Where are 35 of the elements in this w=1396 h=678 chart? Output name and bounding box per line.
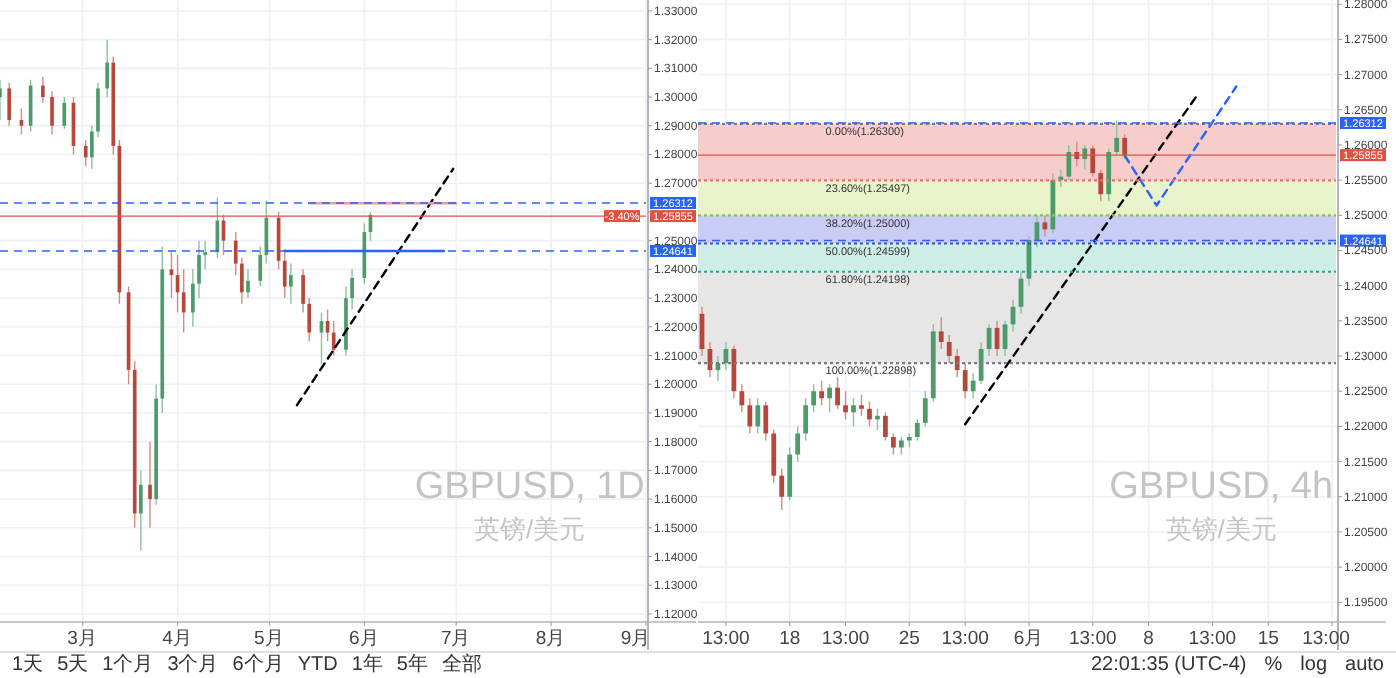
text: 英镑/美元	[1165, 513, 1277, 544]
x-tick-label: 6月	[349, 628, 380, 650]
x-tick-label: 13:00	[941, 628, 989, 650]
x-tick-label: 4月	[162, 628, 193, 650]
text: 全部	[441, 652, 482, 676]
text: YTD	[297, 654, 338, 676]
x-tick-label: 13:00	[702, 628, 750, 650]
x-tick-label: 9月	[620, 628, 652, 650]
text: 22:01:35 (UTC-4)	[1090, 654, 1247, 676]
text: log	[1300, 654, 1328, 676]
x-tick-label: 25	[898, 628, 920, 650]
text: %	[1264, 654, 1283, 676]
text: GBPUSD, 1D	[414, 465, 645, 508]
x-tick-label: 13:00	[1188, 628, 1237, 650]
text: 1年	[351, 652, 383, 676]
x-tick-label: 5月	[254, 628, 285, 650]
x-tick-label: 7月	[440, 628, 472, 650]
x-tick-label: 18	[779, 628, 801, 650]
x-tick-label: 8	[1143, 628, 1154, 650]
x-tick-label: 13:00	[1302, 628, 1350, 650]
text: 3个月	[167, 652, 219, 676]
text: 5天	[57, 654, 89, 676]
text: GBPUSD, 4h	[1109, 465, 1334, 508]
text: 英镑/美元	[474, 513, 586, 544]
x-tick-label: 8月	[535, 628, 567, 650]
x-tick-label: 3月	[67, 628, 98, 650]
text: 5年	[396, 652, 428, 676]
x-tick-label: 13:00	[821, 628, 870, 650]
x-tick-label: 13:00	[1068, 628, 1117, 650]
x-tick-label: 6月	[1013, 628, 1045, 650]
text: 1个月	[102, 652, 154, 676]
text: auto	[1345, 654, 1385, 676]
x-tick-label: 15	[1257, 628, 1279, 650]
text: 1天	[12, 654, 44, 676]
text: 6个月	[232, 652, 284, 676]
